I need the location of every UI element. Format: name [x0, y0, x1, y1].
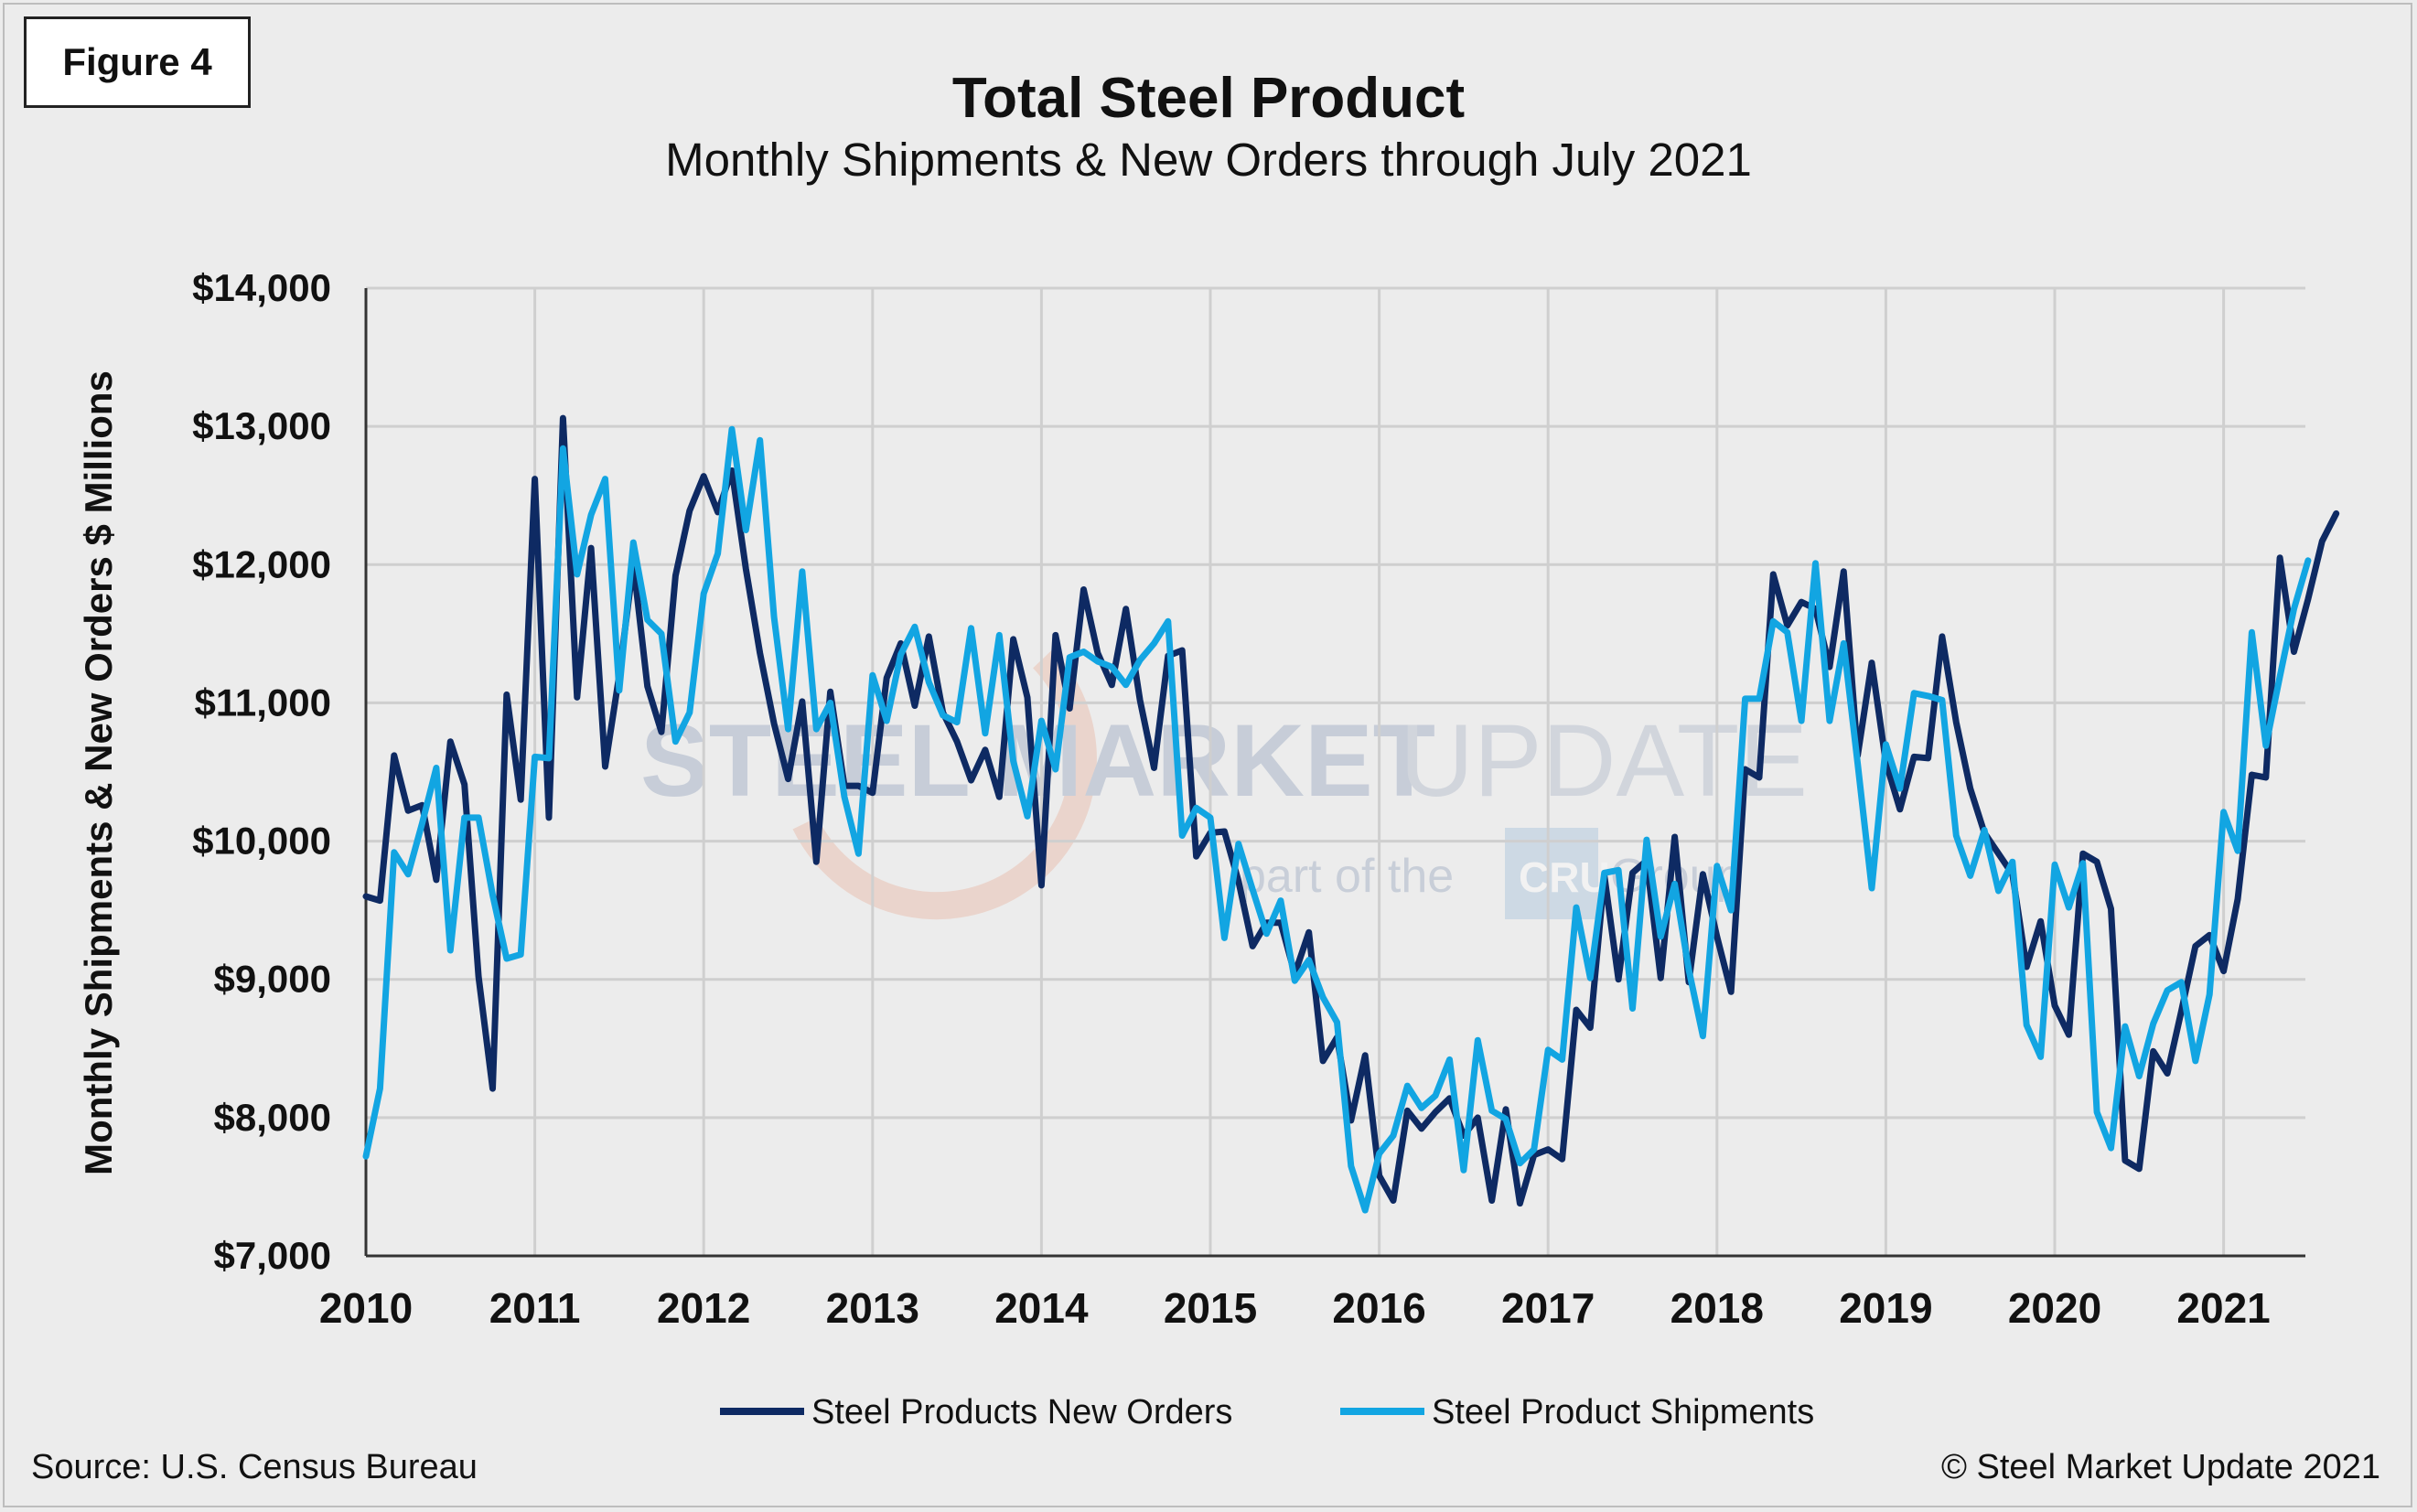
x-tick-label: 2015 — [1164, 1284, 1257, 1332]
watermark-badge-text: CRU — [1519, 853, 1610, 901]
chart-title: Total Steel Product — [951, 67, 1466, 130]
y-tick-label: $8,000 — [214, 1096, 331, 1139]
chart-subtitle: Monthly Shipments & New Orders through J… — [665, 134, 1752, 186]
legend-label: Steel Product Shipments — [1432, 1393, 1814, 1432]
y-tick-label: $12,000 — [192, 542, 331, 585]
legend-label: Steel Products New Orders — [811, 1393, 1232, 1432]
x-tick-label: 2018 — [1670, 1284, 1764, 1332]
x-tick-labels: 2010 2011 2012 2013 2014 2015 2016 2017 2018 2019… — [319, 1284, 2271, 1332]
watermark-arc — [792, 649, 1097, 920]
y-tick-label: $11,000 — [194, 681, 331, 724]
x-tick-label: 2021 — [2176, 1284, 2270, 1332]
watermark-tagline-pre: part of the — [1240, 850, 1454, 903]
x-tick-label: 2010 — [319, 1284, 413, 1332]
y-tick-label: $14,000 — [192, 266, 331, 309]
grid — [366, 286, 2305, 1256]
x-tick-label: 2017 — [1501, 1284, 1595, 1332]
x-tick-label: 2016 — [1332, 1284, 1425, 1332]
y-tick-label: $10,000 — [192, 820, 331, 863]
x-tick-label: 2020 — [2008, 1284, 2101, 1332]
series-line-shipments — [362, 425, 2312, 1214]
axes — [364, 288, 2305, 1258]
legend: Steel Products New Orders Steel Product S… — [720, 1393, 1814, 1432]
copyright-note: © Steel Market Update 2021 — [1940, 1448, 2380, 1486]
x-tick-label: 2014 — [994, 1284, 1089, 1332]
x-tick-label: 2012 — [657, 1284, 750, 1332]
x-tick-label: 2011 — [489, 1284, 581, 1332]
y-axis-label: Monthly Shipments & New Orders $ Million… — [77, 370, 120, 1175]
y-tick-label: $7,000 — [214, 1234, 331, 1277]
y-tick-labels: $7,000 $8,000 $9,000 $10,000 $11,000 $12,000 $… — [192, 266, 331, 1277]
y-tick-label: $13,000 — [192, 404, 331, 447]
watermark-badge — [1505, 828, 1598, 919]
source-note: Source: U.S. Census Bureau — [31, 1448, 478, 1486]
x-tick-label: 2019 — [1839, 1284, 1932, 1332]
y-tick-label: $9,000 — [214, 958, 331, 1001]
x-tick-label: 2013 — [826, 1284, 919, 1332]
figure-label: Figure 4 — [24, 16, 251, 108]
series-lines — [362, 414, 2340, 1214]
